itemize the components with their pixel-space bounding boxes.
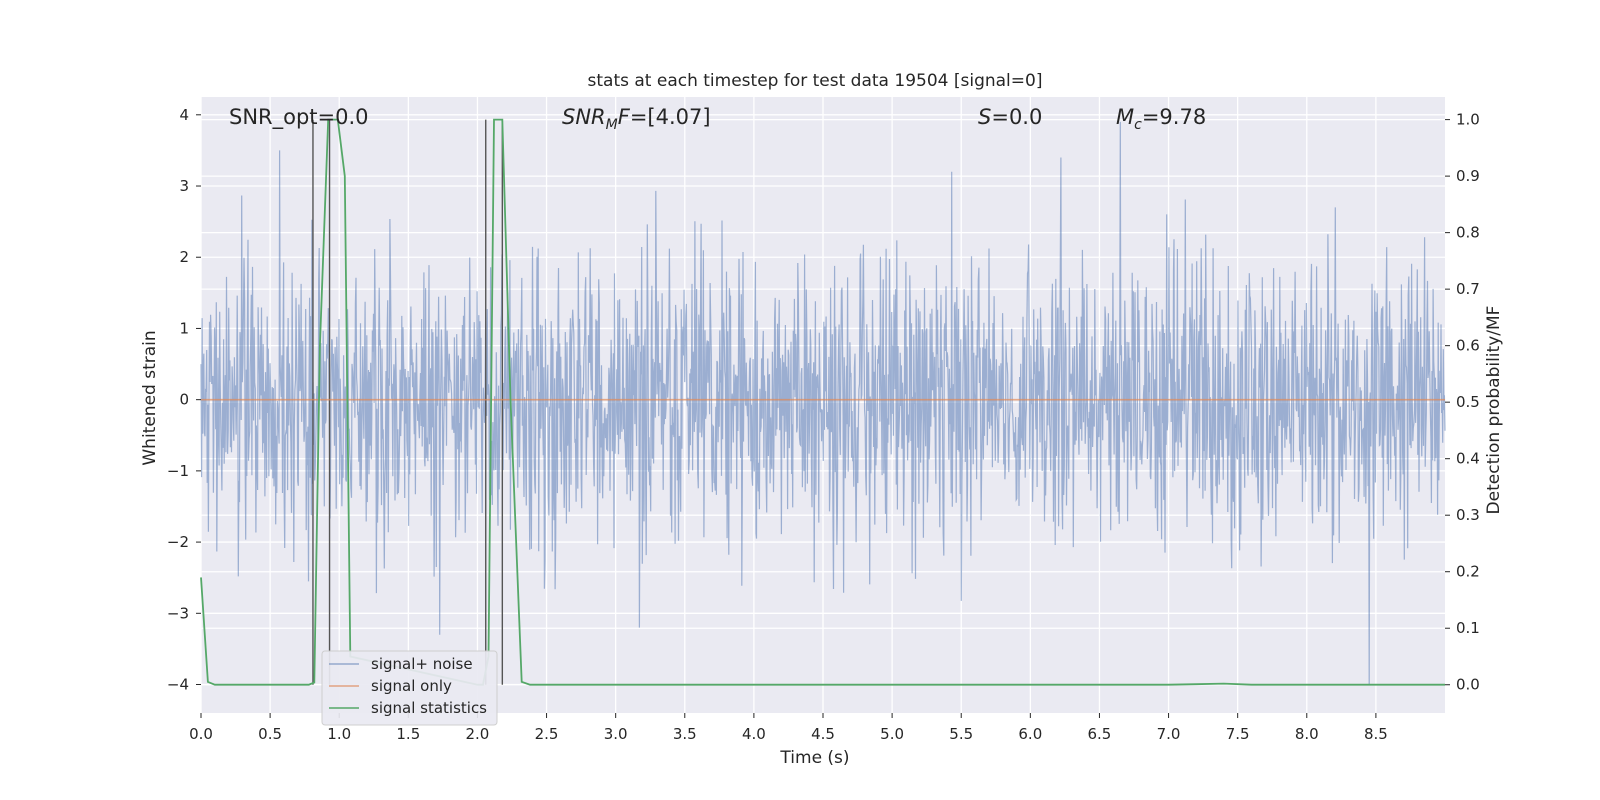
y-tick-label-left: 1 [179,319,189,337]
x-tick-label: 4.0 [742,725,766,743]
x-tick-label: 1.5 [396,725,420,743]
y-tick-label-left: 2 [179,248,189,266]
x-tick-label: 5.5 [949,725,973,743]
y-tick-label-right: 0.4 [1456,450,1480,468]
y-tick-label-right: 0.3 [1456,506,1480,524]
y-ticks-left: 4 3 2 1 0 −1 −2 −3 −4 [167,106,201,694]
signal-noise-line [200,121,1446,685]
y-tick-label-left: 0 [179,391,189,409]
y-tick-label-right: 0.1 [1456,619,1480,637]
x-tick-label: 6.0 [1018,725,1042,743]
vertical-markers [312,119,504,685]
legend-label-noise: signal+ noise [371,655,473,673]
x-tick-label: 7.0 [1157,725,1181,743]
x-tick-label: 2.5 [535,725,559,743]
y-tick-label-left: −2 [167,533,189,551]
x-axis-label: Time (s) [779,748,849,768]
x-tick-label: 3.0 [604,725,628,743]
legend: signal+ noise signal only signal statist… [321,650,498,726]
y-ticks-right: 1.0 0.9 0.8 0.7 0.6 0.5 0.4 0.3 0.2 0.1 0.0 [1445,111,1480,694]
y-tick-label-left: 4 [179,106,189,124]
y-tick-label-left: −4 [167,676,189,694]
annotation-snr-mf: SNRMF=[4.07] [562,105,711,133]
y-axis-label-left: Whitened strain [140,330,160,465]
x-tick-label: 0.0 [189,725,213,743]
y-tick-label-right: 0.6 [1456,337,1480,355]
y-tick-label-right: 0.8 [1456,224,1480,242]
annotation-s: S=0.0 [978,105,1042,129]
x-tick-label: 1.0 [327,725,351,743]
chart-title: stats at each timestep for test data 195… [588,71,1043,91]
y-tick-label-right: 0.2 [1456,563,1480,581]
y-tick-label-right: 0.7 [1456,280,1480,298]
legend-box [321,650,498,726]
x-tick-label: 8.0 [1295,725,1319,743]
x-tick-label: 4.5 [811,725,835,743]
y-tick-label-right: 0.9 [1456,167,1480,185]
x-tick-label: 5.0 [880,725,904,743]
x-tick-label: 0.5 [258,725,282,743]
annotation-mc: Mc=9.78 [1116,105,1206,133]
y-tick-label-right: 0.5 [1456,393,1480,411]
y-tick-label-right: 1.0 [1456,111,1480,129]
x-tick-label: 8.5 [1364,725,1388,743]
y-tick-label-left: −3 [167,604,189,622]
legend-label-stats: signal statistics [371,699,487,717]
x-ticks: 0.0 0.5 1.0 1.5 2.0 2.5 3.0 3.5 4.0 4.5 5.0 5.5 6.0 6… [189,713,1388,743]
x-tick-label: 3.5 [673,725,697,743]
x-tick-label: 7.5 [1226,725,1250,743]
legend-label-signal: signal only [371,677,452,695]
strain-trace [200,121,1446,685]
y-axis-label-right: Detection probability/MF [1484,306,1504,515]
x-tick-label: 6.5 [1088,725,1112,743]
y-tick-label-right: 0.0 [1456,676,1480,694]
y-tick-label-left: −1 [167,462,189,480]
annotation-snr-opt: SNR_opt=0.0 [229,105,369,130]
y-tick-label-left: 3 [179,177,189,195]
x-tick-label: 2.0 [466,725,490,743]
